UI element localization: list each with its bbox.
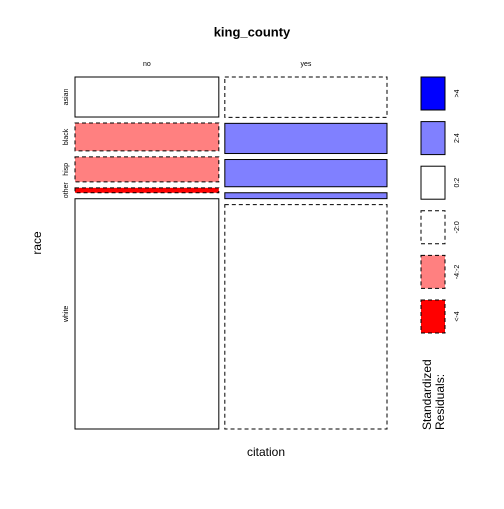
mosaic-cell bbox=[224, 76, 388, 118]
legend-label: 0:2 bbox=[454, 178, 461, 188]
legend-label: -2:0 bbox=[454, 221, 461, 233]
mosaic-cell bbox=[74, 156, 220, 183]
legend-label: >4 bbox=[454, 89, 461, 97]
mosaic-cell bbox=[74, 187, 220, 194]
legend-label: <-4 bbox=[454, 311, 461, 321]
legend-swatch bbox=[420, 210, 446, 245]
x-axis-label: citation bbox=[247, 445, 285, 459]
legend-swatch bbox=[420, 299, 446, 334]
mosaic-cell bbox=[74, 198, 220, 430]
row-label: hisp bbox=[63, 163, 70, 176]
mosaic-cell bbox=[74, 76, 220, 118]
row-label: white bbox=[63, 306, 70, 323]
legend-swatch bbox=[420, 254, 446, 289]
legend-swatch bbox=[420, 76, 446, 111]
legend-swatch bbox=[420, 121, 446, 156]
column-label: yes bbox=[300, 61, 311, 68]
row-label: black bbox=[63, 128, 70, 145]
mosaic-cell bbox=[74, 122, 220, 152]
legend-swatch bbox=[420, 165, 446, 200]
legend-title: StandardizedResiduals: bbox=[420, 359, 447, 430]
chart-title: king_county bbox=[214, 24, 291, 39]
mosaic-cell bbox=[224, 204, 388, 430]
legend-label: -4:-2 bbox=[454, 265, 461, 280]
column-label: no bbox=[143, 61, 151, 68]
mosaic-cell bbox=[224, 159, 388, 188]
legend-label: 2:4 bbox=[454, 133, 461, 143]
row-label: asian bbox=[63, 89, 70, 106]
mosaic-cell bbox=[224, 192, 388, 200]
mosaic-cell bbox=[224, 122, 388, 155]
y-axis-label: race bbox=[30, 231, 44, 255]
row-label: other bbox=[63, 182, 70, 199]
